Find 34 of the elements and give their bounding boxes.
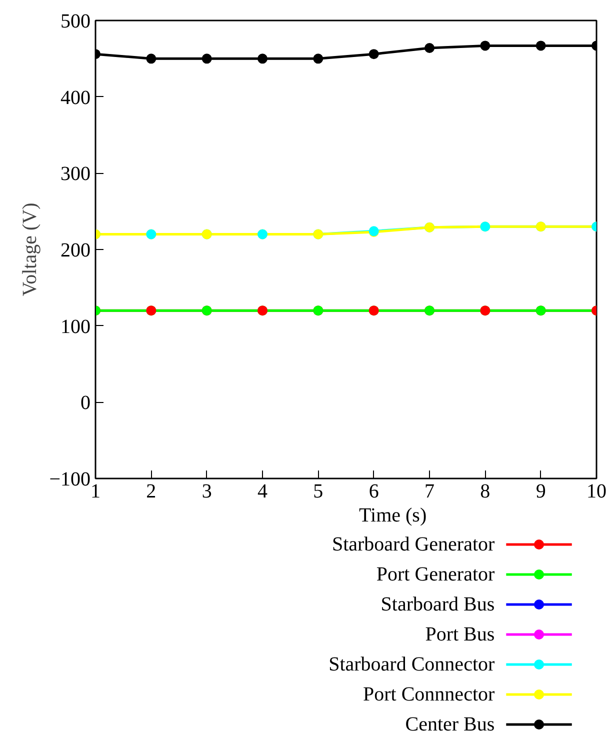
y-axis-title: Voltage (V) (19, 202, 42, 296)
x-tick-label: 6 (368, 480, 379, 502)
x-tick-label: 4 (258, 480, 268, 502)
legend-label: Center Bus (405, 714, 495, 736)
x-tick-label: 1 (90, 480, 100, 502)
y-tick-label: −100 (49, 468, 90, 490)
y-tick-label: 500 (60, 10, 90, 32)
legend-label: Starboard Connector (328, 654, 495, 676)
x-axis-title: Time (s) (359, 504, 427, 526)
x-tick-label: 9 (536, 480, 546, 502)
legend-label: Port Connnector (363, 684, 495, 706)
point (424, 42, 434, 53)
y-tick-label: 200 (60, 240, 90, 262)
x-tick-label: 8 (480, 480, 490, 502)
y-tick-label: 100 (60, 316, 90, 338)
x-tick-label: 10 (586, 480, 606, 502)
y-tick-label: 400 (60, 86, 90, 109)
legend-label: Port Generator (376, 564, 495, 586)
point (146, 54, 156, 64)
point (368, 49, 379, 60)
point (258, 54, 268, 64)
point (536, 40, 546, 51)
point (480, 40, 490, 51)
y-tick-label: 0 (80, 392, 90, 414)
x-tick-label: 2 (146, 480, 156, 502)
point (202, 54, 212, 64)
legend-label: Starboard Generator (332, 534, 495, 556)
x-tick-label: 7 (424, 480, 434, 502)
legend-label: Port Bus (425, 624, 495, 646)
x-tick-label: 5 (313, 480, 324, 502)
x-tick-label: 3 (202, 480, 212, 502)
y-tick-label: 300 (60, 163, 90, 186)
legend-label: Starboard Bus (380, 594, 495, 616)
point (313, 54, 324, 64)
